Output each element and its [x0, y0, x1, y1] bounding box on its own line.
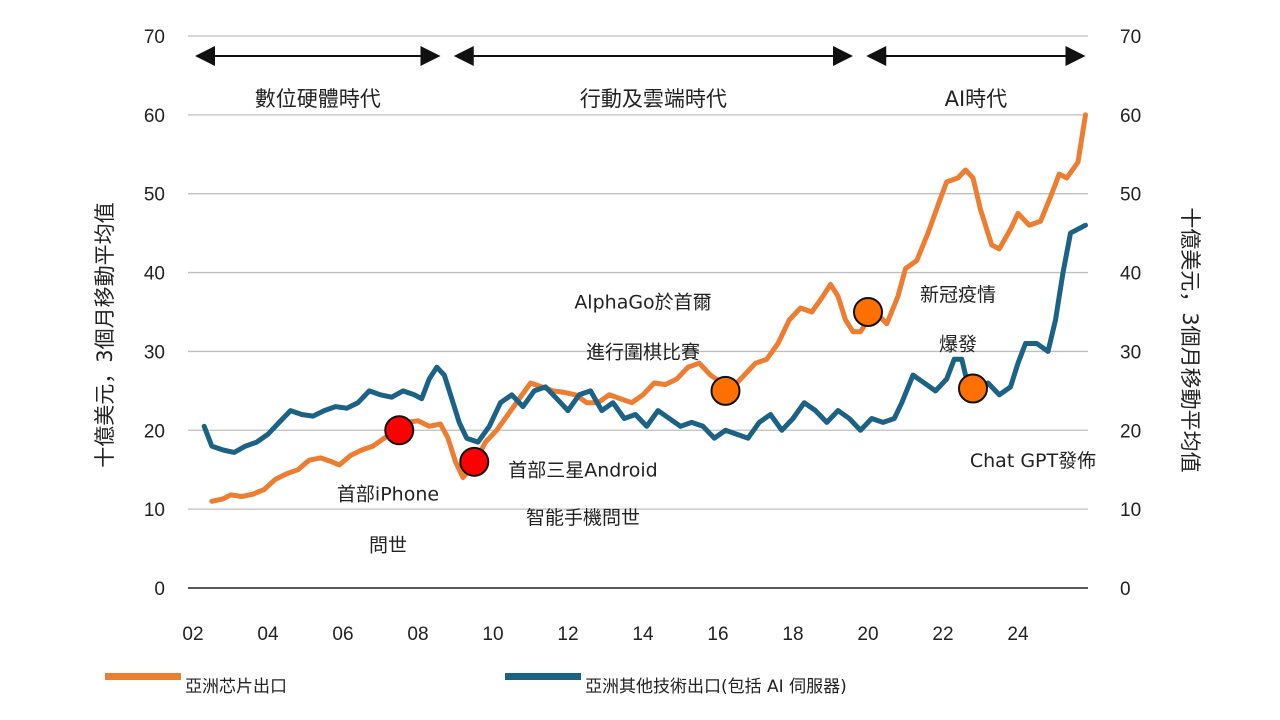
legend-label: 亞洲其他技術出口(包括 AI 伺服器) [585, 677, 847, 697]
y-axis-label-left: 十億美元，3個月移動平均值 [93, 202, 117, 467]
y-tick-label: 50 [144, 185, 165, 206]
annotation-text: 首部三星Android [508, 460, 657, 482]
event-marker-dot [958, 373, 988, 404]
series-line-chip-exports [209, 112, 1088, 504]
annotation-text: 爆發 [939, 334, 977, 356]
y-axis-label-right: 十億美元，3個月移動平均值 [1178, 207, 1202, 472]
arrow-left-icon [453, 46, 474, 66]
era-arrows: 數位硬體時代 行動及雲端時代 AI時代 [195, 46, 1086, 111]
y-tick-label-right: 50 [1120, 185, 1141, 206]
y-tick-label-right: 40 [1120, 264, 1141, 285]
x-tick-label: 10 [482, 624, 503, 645]
x-tick-label: 20 [857, 624, 878, 645]
era-label: 數位硬體時代 [255, 87, 381, 111]
gridlines [188, 35, 1088, 589]
annotation-text: 進行圍棋比賽 [586, 341, 700, 363]
legend-label: 亞洲芯片出口 [185, 677, 287, 697]
event-marker-dot [384, 415, 415, 446]
arrow-left-icon [866, 46, 887, 66]
arrow-right-icon [833, 46, 853, 66]
event-marker-dot [459, 446, 490, 477]
y-tick-label: 40 [144, 264, 165, 285]
x-tick-label: 04 [257, 624, 279, 645]
arrow-right-icon [420, 46, 441, 66]
x-tick-label: 16 [707, 624, 728, 645]
x-tick-label: 14 [632, 624, 654, 645]
y-tick-label-right: 0 [1120, 579, 1131, 600]
annotation: 首部iPhone 問世 [337, 415, 439, 557]
era-arrow: 行動及雲端時代 [453, 46, 853, 111]
era-label: AI時代 [945, 87, 1008, 111]
y-tick-label-right: 10 [1120, 500, 1141, 521]
annotation-text: AlphaGo於首爾 [574, 292, 711, 314]
x-tick-label: 18 [782, 624, 803, 645]
event-marker-dot [710, 375, 741, 406]
y-axis-left-ticks: 0 10 20 30 40 50 60 70 [144, 27, 165, 600]
arrow-left-icon [195, 46, 215, 66]
y-axis-right-ticks: 0 10 20 30 40 50 60 70 [1120, 27, 1141, 600]
y-tick-label: 30 [144, 342, 165, 363]
y-tick-label-right: 30 [1120, 342, 1141, 363]
annotation-text: 新冠疫情 [920, 284, 996, 306]
annotation-text: 問世 [369, 535, 407, 557]
x-tick-label: 12 [557, 624, 578, 645]
x-tick-label: 24 [1007, 624, 1029, 645]
y-tick-label-right: 20 [1120, 421, 1141, 442]
annotation-text: Chat GPT發佈 [970, 450, 1096, 472]
annotation-text: 首部iPhone [337, 483, 439, 505]
era-arrow: AI時代 [866, 46, 1086, 111]
y-tick-label: 70 [144, 27, 165, 48]
era-arrow: 數位硬體時代 [195, 46, 441, 111]
event-annotations: 首部iPhone 問世 首部三星Android 智能手機問世 AlphaGo於首爾進行圍… [337, 284, 1096, 557]
legend-item-chip-exports: 亞洲芯片出口 [105, 672, 287, 697]
x-tick-label: 02 [182, 624, 203, 645]
y-tick-label: 20 [144, 421, 165, 442]
x-tick-label: 08 [407, 624, 428, 645]
event-marker-dot [853, 296, 883, 327]
annotation: 首部三星Android 智能手機問世 [459, 446, 658, 529]
y-tick-label-right: 70 [1120, 27, 1141, 48]
legend-swatch-blue [505, 673, 581, 680]
annotation: Chat GPT發佈 [958, 373, 1096, 472]
era-label: 行動及雲端時代 [580, 87, 727, 111]
x-tick-label: 22 [932, 624, 953, 645]
x-tick-label: 06 [332, 624, 353, 645]
legend-swatch-orange [105, 673, 181, 680]
series-lines [201, 112, 1088, 504]
y-tick-label-right: 60 [1120, 106, 1141, 127]
legend-item-other-tech-exports: 亞洲其他技術出口(包括 AI 伺服器) [505, 672, 847, 697]
x-axis-ticks: 02 04 06 08 10 12 14 16 18 20 22 24 [182, 624, 1029, 645]
y-tick-label: 10 [144, 500, 165, 521]
annotation-text: 智能手機問世 [526, 507, 640, 529]
arrow-right-icon [1065, 46, 1086, 66]
y-tick-label: 0 [154, 579, 165, 600]
y-tick-label: 60 [144, 106, 165, 127]
series-line-other-tech-exports [201, 222, 1088, 455]
